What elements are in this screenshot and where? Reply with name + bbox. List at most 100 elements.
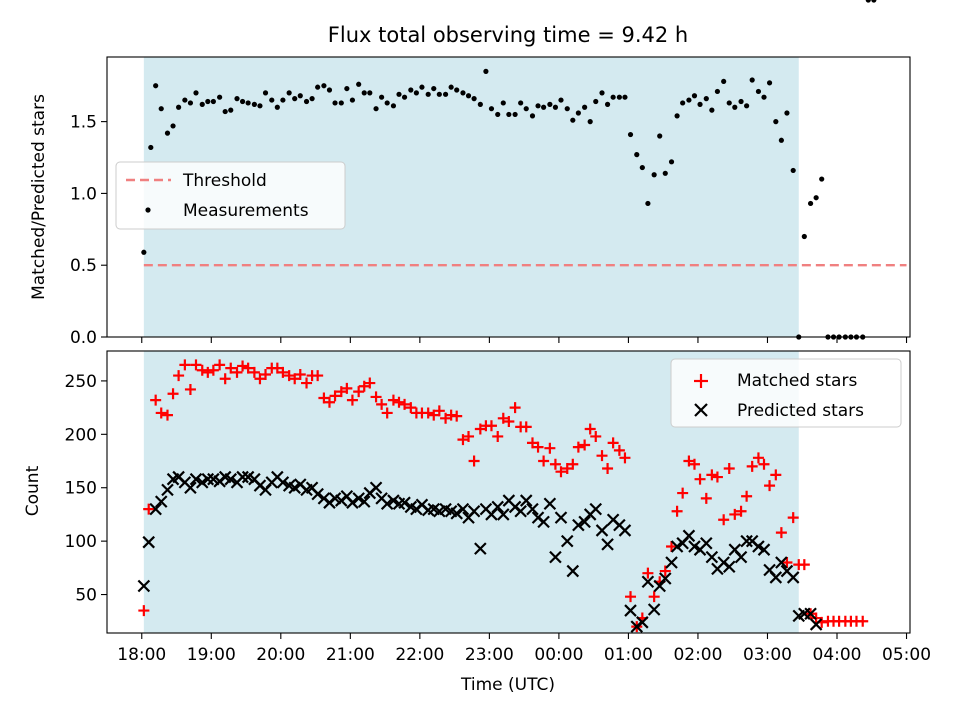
measurement-point [807, 200, 814, 207]
matched-stars-point [572, 441, 584, 453]
matched-stars-point [161, 409, 173, 421]
matched-stars-point [231, 366, 243, 378]
predicted-stars-point [757, 543, 771, 556]
measurement-point [309, 96, 315, 102]
predicted-stars-point [357, 495, 371, 508]
measurement-point [477, 101, 483, 107]
measurement-point [680, 100, 686, 106]
matched-stars-point [138, 605, 150, 617]
matched-stars-point [596, 450, 608, 462]
predicted-stars-point [537, 515, 550, 529]
matched-stars-point [289, 373, 301, 385]
matched-stars-point [787, 512, 799, 524]
matched-stars-point [520, 421, 532, 433]
matched-stars-point [659, 565, 671, 577]
measurement-point [564, 106, 570, 112]
measurement-point [801, 233, 807, 240]
measurement-point [668, 159, 675, 165]
predicted-stars-series [138, 470, 823, 633]
matched-stars-point [353, 386, 365, 398]
measurement-point [448, 84, 454, 90]
matched-stars-point [729, 508, 741, 520]
measurement-point [182, 97, 188, 103]
measurement-point [408, 87, 414, 93]
measurement-point [529, 113, 536, 119]
predicted-stars-point [380, 497, 394, 511]
predicted-stars-point [775, 556, 788, 569]
matched-stars-point [301, 377, 313, 389]
predicted-stars-point [369, 481, 383, 495]
axes-frame-count [106, 350, 911, 634]
predicted-stars-point [514, 504, 527, 518]
measurement-point [582, 104, 588, 110]
measurement-point [547, 101, 553, 107]
x-tick-label: 19:00 [187, 645, 236, 665]
measurements-series [141, 0, 877, 340]
measurement-point [413, 90, 419, 96]
predicted-stars-point [161, 483, 174, 497]
measurement-point [321, 83, 327, 89]
measurement-point [697, 101, 703, 107]
x-tick-label: 18:00 [117, 645, 166, 665]
measurement-point [280, 97, 286, 103]
measurement-point [425, 91, 431, 97]
matched-stars-series [138, 359, 869, 633]
matched-stars-point [497, 412, 509, 424]
predicted-stars-point [647, 603, 661, 616]
measurement-point [819, 176, 825, 182]
predicted-stars-point [311, 487, 324, 501]
matched-stars-point [440, 412, 452, 424]
measurement-point [292, 96, 298, 102]
x-ticks-ratio [141, 337, 908, 343]
measurement-point [558, 97, 564, 103]
predicted-stars-point [236, 470, 249, 484]
matched-stars-point [463, 430, 475, 442]
measurement-point [419, 84, 425, 90]
matched-stars-point [688, 458, 700, 470]
y-tick-label: 0.0 [70, 328, 97, 348]
measurement-point [616, 94, 622, 100]
measurement-point [662, 170, 668, 176]
predicted-stars-point [566, 564, 580, 578]
x-axis-label: Time (UTC) [460, 675, 555, 695]
x-tick-label: 20:00 [256, 645, 305, 665]
matched-stars-point [335, 386, 347, 398]
measurement-point [645, 200, 651, 207]
predicted-stars-point [398, 496, 411, 509]
matched-stars-point [764, 480, 776, 492]
measurement-point [217, 94, 223, 100]
measurement-point [471, 96, 477, 102]
measurement-point [599, 90, 605, 96]
matched-stars-point [775, 527, 787, 539]
predicted-stars-point [491, 500, 505, 514]
measurement-point [506, 111, 512, 118]
predicted-stars-point [184, 481, 197, 495]
matched-stars-point [602, 463, 614, 474]
legend-matched-swatch [694, 374, 708, 388]
y-tick-label: 0.5 [70, 256, 97, 276]
matched-stars-point [294, 369, 306, 380]
predicted-stars-point [601, 538, 614, 551]
matched-stars-point [173, 370, 185, 382]
measurement-point [148, 144, 154, 151]
predicted-stars-point [519, 494, 533, 507]
measurement-point [518, 100, 524, 106]
predicted-stars-point [474, 542, 487, 555]
matched-stars-point [329, 390, 341, 402]
matched-stars-point [150, 394, 162, 406]
matched-stars-point [706, 469, 718, 481]
x-tick-label: 22:00 [395, 645, 444, 665]
legend-count: Matched stars Predicted stars [670, 358, 902, 428]
matched-stars-point [555, 466, 567, 478]
matched-stars-point [607, 437, 619, 449]
matched-stars-point [358, 380, 370, 392]
predicted-stars-point [154, 495, 168, 508]
measurement-point [721, 78, 727, 85]
predicted-stars-point [497, 508, 510, 521]
matched-stars-point [399, 398, 411, 410]
measurement-point [141, 249, 147, 255]
predicted-stars-point [346, 496, 359, 509]
matched-stars-point [381, 407, 393, 419]
measurement-point [587, 119, 593, 125]
matched-stars-point [526, 437, 538, 449]
